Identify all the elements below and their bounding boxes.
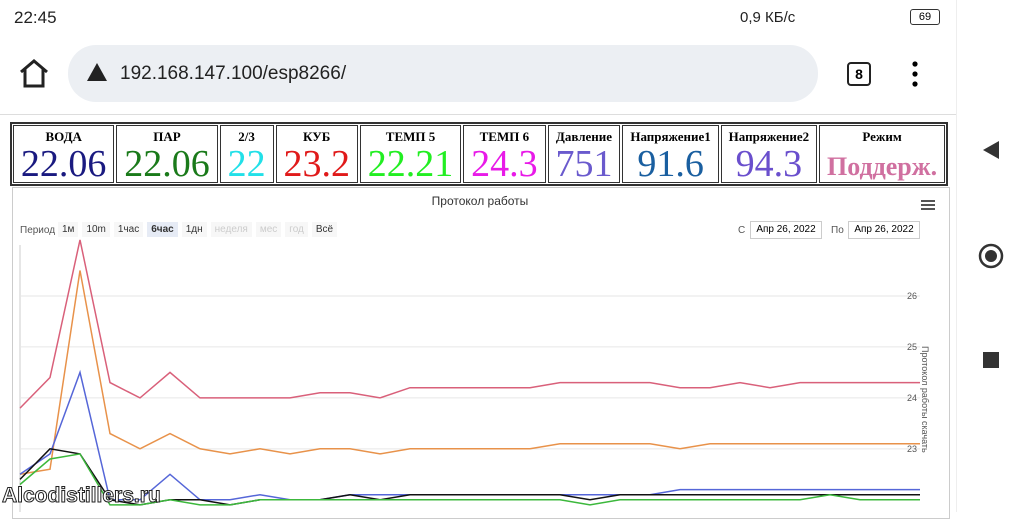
cell: Режим Поддерж. [819,125,946,183]
cell-label: 2/3 [238,129,255,144]
cell-value: 22.06 [20,143,107,183]
cell-label: ВОДА [45,129,82,144]
y-tick-label: 26 [907,291,917,301]
chart-title: Протокол работы [431,194,529,208]
cell-label: Напряжение2 [728,129,810,144]
address-bar[interactable] [68,45,818,102]
cell-label: ПАР [153,129,181,144]
range-label: Период [20,225,56,236]
divider [0,114,956,115]
cell-value: 22 [227,143,266,183]
home-button[interactable] [18,58,50,90]
axis-title: Протокол работы скачать [920,346,930,453]
url[interactable]: 192.168.147.100/esp8266/ [120,63,347,84]
to-label: По [831,225,844,236]
series-line [19,270,920,476]
cell: ПАР 22.06 [116,125,218,183]
cell-label: ТЕМП 5 [385,129,436,144]
cell-label: КУБ [303,129,331,144]
nav-bar [956,0,1024,512]
chart-plot: 23 24 25 26 [19,239,920,512]
nav-icons[interactable] [957,0,1024,512]
tabs-button[interactable]: 8 [847,62,871,86]
series-line [19,239,920,409]
cell-label: Напряжение1 [630,129,711,144]
series-line [19,453,920,506]
cell: ТЕМП 5 22.21 [359,125,462,183]
warning-icon [87,63,107,81]
battery: 69 [910,9,940,25]
series-line [19,369,920,501]
to-date[interactable]: Апр 26, 2022 [848,221,920,239]
cell-value: 94.3 [735,143,803,183]
cell-value: 24.3 [471,143,538,183]
cell-label: Режим [862,129,902,144]
range-button[interactable]: 1дн [181,222,207,237]
cell-label: Давление [555,129,613,144]
cell-value: 23.2 [283,143,350,183]
cell: КУБ 23.2 [275,125,358,183]
range-button[interactable]: 1час [113,222,144,237]
range-button: мес [255,222,282,237]
from-date[interactable]: Апр 26, 2022 [750,221,822,239]
range-button: неделя [210,222,252,237]
cell-label: ТЕМП 6 [479,129,530,144]
chart-menu[interactable] [920,199,936,211]
cell: 2/3 22 [219,125,274,183]
range-button[interactable]: 1м [58,222,79,237]
range-button[interactable]: Всё [311,222,338,237]
cell-value: 22.06 [124,143,210,183]
range-button[interactable]: 6час [147,222,178,237]
time: 22:45 [14,8,57,27]
cell: ВОДА 22.06 [13,125,115,183]
y-tick-label: 23 [907,444,917,454]
y-tick-label: 25 [907,342,917,352]
cell-value: 22.21 [367,143,454,183]
net-speed: 0,9 КБ/с [740,9,796,26]
y-tick-label: 24 [907,393,917,403]
cell-value: 91.6 [637,143,704,183]
cell-value: Поддерж. [826,152,938,181]
cell: Напряжение1 91.6 [622,125,719,183]
range-button: год [285,222,308,237]
range-button[interactable]: 10m [82,222,110,237]
status-table: ВОДА 22.06 ПАР 22.06 2/3 22 КУБ 23.2 ТЕМП 5 22.21… [10,122,948,186]
cell: Напряжение2 94.3 [720,125,818,183]
watermark: Alcodistillers.ru [2,484,162,508]
cell: ТЕМП 6 24.3 [463,125,546,183]
cell: Давление 751 [547,125,621,183]
cell-value: 751 [555,143,613,183]
menu-button[interactable] [908,60,922,88]
from-label: С [738,225,746,236]
